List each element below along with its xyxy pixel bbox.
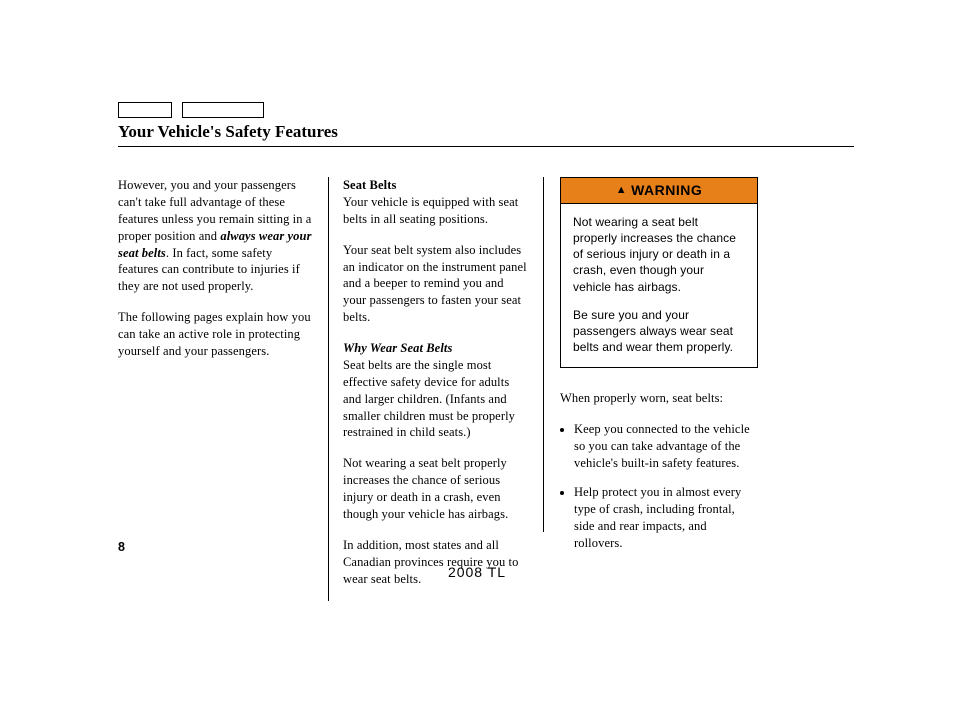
warning-header: ▲ WARNING [561, 178, 757, 204]
column-2: Seat Belts Your vehicle is equipped with… [329, 177, 543, 601]
col3-bullet-1: Keep you connected to the vehicle so you… [574, 421, 758, 472]
page-title: Your Vehicle's Safety Features [118, 122, 854, 142]
tab-box-2 [182, 102, 264, 118]
warning-box: ▲ WARNING Not wearing a seat belt proper… [560, 177, 758, 368]
col2-para-4: Not wearing a seat belt properly increas… [343, 455, 529, 523]
warning-body-p2: Be sure you and your passengers always w… [573, 307, 745, 356]
column-1: However, you and your passengers can't t… [118, 177, 328, 601]
col3-intro: When properly worn, seat belts: [560, 390, 758, 407]
warning-body: Not wearing a seat belt properly increas… [561, 204, 757, 368]
col2-para-1: Your vehicle is equipped with seat belts… [343, 194, 529, 228]
col2-para-2: Your seat belt system also includes an i… [343, 242, 529, 326]
title-bar: Your Vehicle's Safety Features [118, 122, 854, 147]
col1-para-2: The following pages explain how you can … [118, 309, 312, 360]
column-3: ▲ WARNING Not wearing a seat belt proper… [544, 177, 758, 601]
footer-model-year: 2008 TL [0, 564, 954, 580]
col3-bullet-2: Help protect you in almost every type of… [574, 484, 758, 552]
col2-heading-seatbelts: Seat Belts [343, 177, 529, 194]
col1-para-1: However, you and your passengers can't t… [118, 177, 312, 295]
warning-triangle-icon: ▲ [616, 183, 627, 198]
col2-heading-why: Why Wear Seat Belts [343, 340, 529, 357]
warning-header-text: WARNING [631, 181, 702, 200]
tab-box-1 [118, 102, 172, 118]
page-number: 8 [118, 540, 125, 554]
col2-para-3: Seat belts are the single most effective… [343, 357, 529, 441]
col3-bullet-list: Keep you connected to the vehicle so you… [560, 421, 758, 551]
warning-body-p1: Not wearing a seat belt properly increas… [573, 214, 745, 295]
manual-page: Your Vehicle's Safety Features However, … [0, 0, 954, 710]
header-tabs [118, 102, 264, 118]
content-columns: However, you and your passengers can't t… [118, 177, 854, 601]
